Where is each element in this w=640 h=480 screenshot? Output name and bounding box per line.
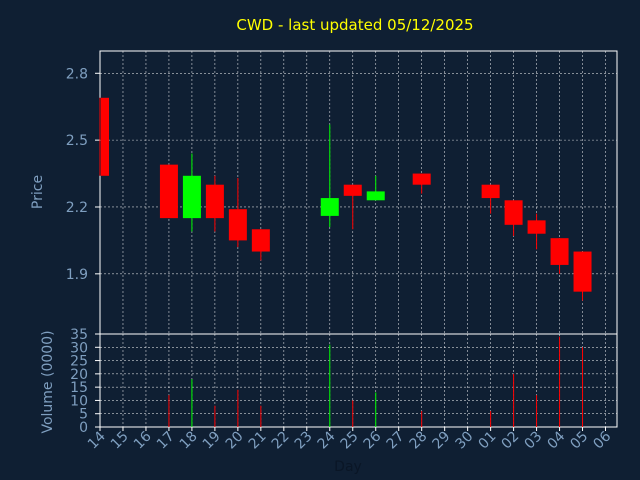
x-tick-label: 01 — [476, 429, 500, 453]
candle-body — [412, 173, 431, 185]
candle-body — [251, 229, 270, 252]
x-tick-label: 24 — [315, 428, 339, 452]
candle-body — [159, 164, 178, 219]
volume-tick-label: 25 — [70, 354, 88, 370]
x-tick-label: 17 — [154, 429, 178, 453]
x-tick-label: 14 — [85, 428, 109, 452]
x-tick-label: 19 — [200, 429, 224, 453]
x-tick-label: 06 — [590, 428, 614, 452]
volume-tick-label: 10 — [70, 393, 88, 409]
x-tick-label: 23 — [292, 429, 316, 453]
candle-body — [343, 184, 362, 196]
candle-body — [205, 184, 224, 219]
volume-tick-label: 5 — [79, 407, 88, 423]
volume-tick-label: 0 — [79, 420, 88, 436]
volume-tick-label: 20 — [70, 367, 88, 383]
x-tick-label: 30 — [453, 429, 477, 453]
candle-body — [228, 209, 247, 241]
volume-tick-label: 30 — [70, 340, 88, 356]
candle-body — [182, 175, 201, 219]
price-tick-label: 2.2 — [66, 200, 88, 216]
x-tick-label: 25 — [338, 429, 362, 453]
price-panel: 2.8 2.5 2.2 1.9 — [66, 50, 618, 335]
x-tick-label: 29 — [430, 429, 454, 453]
candle-body — [320, 198, 339, 216]
volume-tick-label: 35 — [70, 327, 88, 343]
chart-title: CWD - last updated 05/12/2025 — [236, 16, 473, 34]
x-tick-label: 20 — [223, 429, 247, 453]
x-tick-label: 04 — [544, 428, 568, 452]
x-tick-label: 28 — [407, 429, 431, 453]
price-tick-label: 2.8 — [66, 66, 88, 82]
volume-tick-label: 15 — [70, 380, 88, 396]
x-tick-label: 27 — [384, 429, 408, 453]
x-tick-label: 03 — [521, 429, 545, 453]
x-tick-label: 22 — [269, 429, 293, 453]
x-tick-label: 16 — [131, 428, 155, 452]
price-tick-label: 2.5 — [66, 133, 88, 149]
x-tick-label: 21 — [246, 429, 270, 453]
volume-plot-frame — [99, 333, 618, 428]
candle-body — [550, 238, 569, 265]
candle-body — [366, 191, 385, 201]
candle-body — [101, 97, 109, 176]
x-axis-label: Day — [334, 459, 362, 475]
x-tick-label: 02 — [499, 429, 523, 453]
candle-body — [481, 184, 500, 199]
candle-body — [504, 200, 523, 225]
x-tick-label: 05 — [567, 429, 591, 453]
price-axis-label: Price — [30, 175, 46, 209]
price-tick-label: 1.9 — [66, 267, 88, 283]
x-tick-label: 26 — [361, 428, 385, 452]
x-axis-ticks: 14 15 16 17 18 19 20 21 22 23 24 25 26 27 28 29 30 01 02 03… — [85, 427, 614, 452]
candle-body — [573, 251, 592, 292]
volume-axis-label: Volume (0000) — [40, 330, 56, 433]
x-tick-label: 18 — [177, 429, 201, 453]
candle-body — [527, 220, 546, 234]
x-tick-label: 15 — [108, 429, 132, 453]
